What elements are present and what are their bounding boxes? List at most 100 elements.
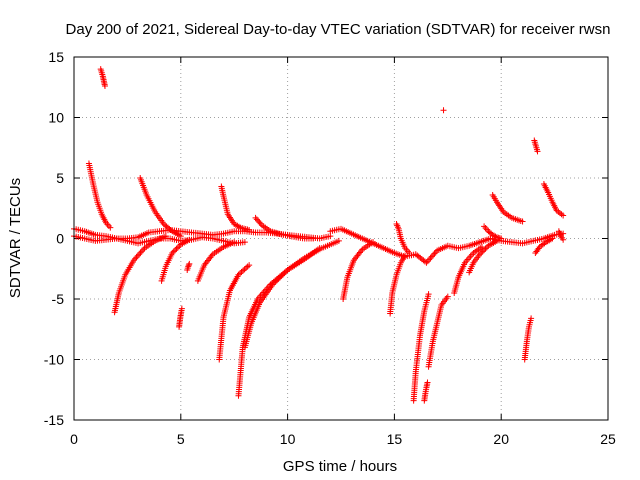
data-point-run (398, 237, 408, 250)
data-point-run (486, 229, 495, 237)
data-point-run (546, 191, 555, 204)
data-point-run (216, 316, 227, 361)
chart-title: Day 200 of 2021, Sidereal Day-to-day VTE… (66, 21, 611, 38)
tick-labels: 0 5 10 15 20 25 -15 -10 -5 0 5 10 15 (44, 49, 616, 447)
axis-ticks (73, 56, 609, 421)
data-point-run (144, 193, 158, 213)
x-tick-label: 20 (493, 431, 509, 447)
data-point-run (123, 259, 136, 276)
data-point-run (361, 240, 375, 252)
data-point-run (350, 231, 364, 241)
data-point-run (185, 262, 192, 269)
data-point (534, 148, 541, 155)
data-point-run (394, 222, 401, 231)
data-point-run (153, 233, 168, 244)
data-point-run (227, 273, 241, 292)
data-point-run (101, 79, 108, 88)
data-point-run (249, 301, 263, 325)
data-point-run (439, 295, 450, 307)
data-point-run (235, 346, 246, 397)
data-point-run (471, 252, 482, 265)
data-point (424, 379, 431, 386)
data-point-run (467, 239, 482, 249)
data-point-run (136, 230, 150, 240)
data-point-run (253, 216, 264, 227)
data-point-run (340, 276, 351, 301)
data-point-run (421, 293, 432, 312)
y-tick-label: 0 (56, 231, 64, 247)
data-point (177, 233, 184, 240)
data-point-run (170, 242, 183, 255)
x-tick-label: 10 (280, 431, 296, 447)
data-point-run (435, 243, 450, 253)
data-point-run (221, 289, 233, 319)
data-point-run (345, 259, 357, 279)
data-point-run (339, 226, 353, 236)
data-point-run (478, 244, 490, 256)
data-point-run (424, 249, 439, 265)
data-point-run (242, 322, 254, 349)
data-point-run (232, 221, 243, 230)
data-point (335, 237, 342, 244)
data-point-run (222, 239, 236, 250)
data-point-run (478, 236, 492, 245)
y-tick-label: 15 (48, 49, 64, 65)
data-point-run (236, 263, 251, 277)
y-tick-label: -15 (44, 412, 64, 428)
y-tick-label: -10 (44, 352, 64, 368)
data-point-run (247, 297, 260, 319)
data-point-run (163, 251, 175, 268)
data-point-run (116, 273, 128, 294)
data-point-run (99, 212, 109, 225)
data-point-run (413, 334, 423, 373)
data-point-run (153, 210, 166, 226)
data-point (178, 305, 185, 312)
data-point-run (162, 222, 174, 234)
data-point-run (286, 256, 306, 272)
data-point (402, 252, 409, 259)
data-point-run (502, 210, 514, 220)
data-point (440, 107, 447, 114)
data-point-run (225, 212, 237, 226)
data-point-run (211, 245, 225, 257)
data-point (269, 281, 276, 288)
data-point-run (491, 232, 499, 240)
data-point-run (482, 225, 490, 233)
data-point (519, 218, 526, 225)
data-point-run (463, 251, 476, 265)
data-point (231, 239, 238, 246)
data-point-run (257, 283, 275, 304)
data-point-run (556, 229, 564, 238)
data-point-run (260, 223, 272, 234)
data-point (252, 214, 259, 221)
data-point-run (421, 392, 429, 402)
data-point-run (269, 228, 285, 238)
data-point-run (490, 193, 499, 204)
data-point-run (541, 182, 551, 194)
data-point (560, 236, 567, 243)
data-point (241, 239, 248, 246)
data-point (246, 262, 253, 269)
data-point (162, 233, 169, 240)
data-point (107, 224, 114, 231)
data-point-run (526, 317, 534, 328)
data-point-run (451, 276, 461, 294)
data-point (406, 250, 413, 257)
data-point-run (550, 200, 559, 212)
data-point (493, 237, 500, 244)
data-point-run (456, 261, 468, 279)
data-point-run (320, 238, 340, 251)
data-point-run (425, 340, 436, 368)
y-tick-label: 5 (56, 170, 64, 186)
data-point-run (295, 234, 306, 242)
data-point-run (472, 245, 484, 255)
data-point (370, 239, 377, 246)
x-axis-label: GPS time / hours (283, 458, 397, 475)
data-point (528, 315, 535, 322)
data-point-run (542, 232, 556, 241)
data-point (444, 293, 451, 300)
data-point-run (83, 228, 97, 238)
data-point-run (352, 247, 365, 262)
data-point (246, 227, 253, 234)
data-point-run (487, 238, 499, 248)
